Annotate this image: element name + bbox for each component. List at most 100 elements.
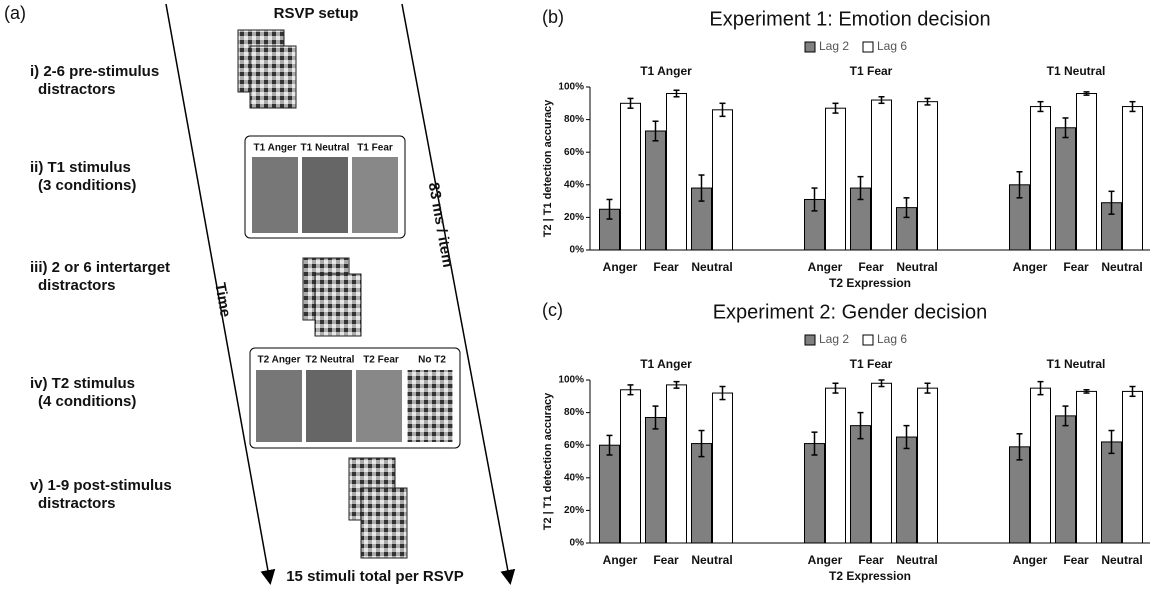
error-bar bbox=[1016, 171, 1023, 199]
x-tick-label: Neutral bbox=[896, 553, 937, 567]
x-tick-label: Fear bbox=[858, 260, 884, 274]
bar bbox=[1055, 127, 1076, 251]
t2-label: No T2 bbox=[418, 355, 446, 366]
error-bar bbox=[924, 382, 931, 394]
face bbox=[302, 157, 348, 233]
error-bar bbox=[1108, 190, 1115, 215]
t1-label: T1 Fear bbox=[357, 143, 393, 154]
error-bar bbox=[1062, 405, 1069, 427]
x-tick-label: Anger bbox=[1013, 260, 1048, 274]
y-tick-label: 40% bbox=[564, 179, 584, 190]
bar bbox=[1055, 415, 1076, 544]
error-bar bbox=[811, 431, 818, 456]
error-bar bbox=[878, 379, 885, 388]
error-bar bbox=[627, 97, 634, 109]
error-bar bbox=[652, 120, 659, 142]
error-bar bbox=[1083, 389, 1090, 394]
x-tick-label: Anger bbox=[808, 260, 843, 274]
bar bbox=[896, 436, 917, 544]
y-tick-label: 60% bbox=[564, 440, 584, 451]
error-bar bbox=[698, 174, 705, 202]
legend-label: Lag 6 bbox=[877, 39, 907, 53]
y-tick-label: 80% bbox=[564, 407, 584, 418]
y-axis-label: T2 | T1 detection accuracy bbox=[542, 392, 554, 530]
error-bar bbox=[832, 102, 839, 114]
error-bar bbox=[924, 97, 931, 106]
x-tick-label: Fear bbox=[1063, 260, 1089, 274]
group-label: T1 Anger bbox=[640, 64, 692, 78]
t1-label: T1 Neutral bbox=[301, 143, 350, 154]
t1-label: T1 Anger bbox=[254, 143, 297, 154]
step-label: iii) 2 or 6 intertarget bbox=[30, 259, 170, 276]
bar bbox=[1030, 106, 1051, 251]
bar bbox=[712, 392, 733, 544]
face bbox=[306, 370, 352, 442]
bar bbox=[825, 107, 846, 251]
bar bbox=[825, 387, 846, 544]
bar bbox=[599, 444, 620, 544]
step-label: distractors bbox=[38, 81, 116, 98]
legend-label: Lag 6 bbox=[877, 332, 907, 346]
panel-label: (c) bbox=[542, 300, 563, 320]
step-label: distractors bbox=[38, 277, 116, 294]
y-tick-label: 40% bbox=[564, 472, 584, 483]
y-tick-label: 20% bbox=[564, 212, 584, 223]
footer: 15 stimuli total per RSVP bbox=[286, 568, 464, 585]
error-bar bbox=[857, 411, 864, 440]
x-tick-label: Fear bbox=[858, 553, 884, 567]
bar bbox=[666, 384, 687, 544]
bar bbox=[620, 102, 641, 251]
step-label: distractors bbox=[38, 495, 116, 512]
bar bbox=[871, 382, 892, 544]
face bbox=[407, 370, 453, 442]
chart-title: Experiment 1: Emotion decision bbox=[709, 8, 990, 30]
panel-label: (b) bbox=[542, 7, 564, 27]
x-tick-label: Neutral bbox=[1101, 260, 1142, 274]
face bbox=[256, 370, 302, 442]
error-bar bbox=[1129, 385, 1136, 398]
x-tick-label: Anger bbox=[808, 553, 843, 567]
group-label: T1 Fear bbox=[850, 357, 893, 371]
x-tick-label: Neutral bbox=[896, 260, 937, 274]
rsvp-diagram: (a) RSVP setup Time 83 ms / item 15 stim… bbox=[4, 3, 516, 585]
error-bar bbox=[832, 382, 839, 394]
error-bar bbox=[719, 102, 726, 118]
panel-label: (a) bbox=[4, 3, 26, 23]
rate-arrow bbox=[401, 3, 516, 585]
error-bar bbox=[606, 198, 613, 220]
bar bbox=[691, 443, 712, 544]
error-bar bbox=[878, 96, 885, 105]
y-tick-label: 80% bbox=[564, 114, 584, 125]
error-bar bbox=[606, 434, 613, 456]
bar bbox=[1009, 446, 1030, 544]
distractor bbox=[249, 45, 297, 109]
distractor bbox=[360, 487, 408, 559]
bar bbox=[712, 109, 733, 251]
error-bar bbox=[652, 405, 659, 430]
legend-swatch bbox=[804, 41, 816, 53]
step-label: iv) T2 stimulus bbox=[30, 375, 135, 392]
error-bar bbox=[811, 187, 818, 212]
legend-swatch bbox=[862, 334, 874, 346]
error-bar bbox=[903, 424, 910, 450]
step-label: ii) T1 stimulus bbox=[30, 159, 131, 176]
y-tick-label: 20% bbox=[564, 505, 584, 516]
chart: (c) Experiment 2: Gender decision Lag 2 Lag… bbox=[542, 300, 1150, 583]
x-tick-label: Fear bbox=[653, 553, 679, 567]
error-bar bbox=[698, 429, 705, 458]
bar bbox=[871, 99, 892, 251]
x-tick-label: Anger bbox=[1013, 553, 1048, 567]
error-bar bbox=[903, 197, 910, 219]
t2-label: T2 Fear bbox=[363, 355, 399, 366]
t2-label: T2 Anger bbox=[258, 355, 301, 366]
legend-swatch bbox=[862, 41, 874, 53]
error-bar bbox=[857, 175, 864, 201]
t2-label: T2 Neutral bbox=[306, 355, 355, 366]
bar bbox=[804, 443, 825, 544]
x-tick-label: Fear bbox=[1063, 553, 1089, 567]
x-tick-label: Anger bbox=[603, 260, 638, 274]
bar bbox=[850, 425, 871, 544]
x-tick-label: Neutral bbox=[691, 553, 732, 567]
y-tick-label: 100% bbox=[558, 375, 584, 386]
bar bbox=[917, 387, 938, 544]
